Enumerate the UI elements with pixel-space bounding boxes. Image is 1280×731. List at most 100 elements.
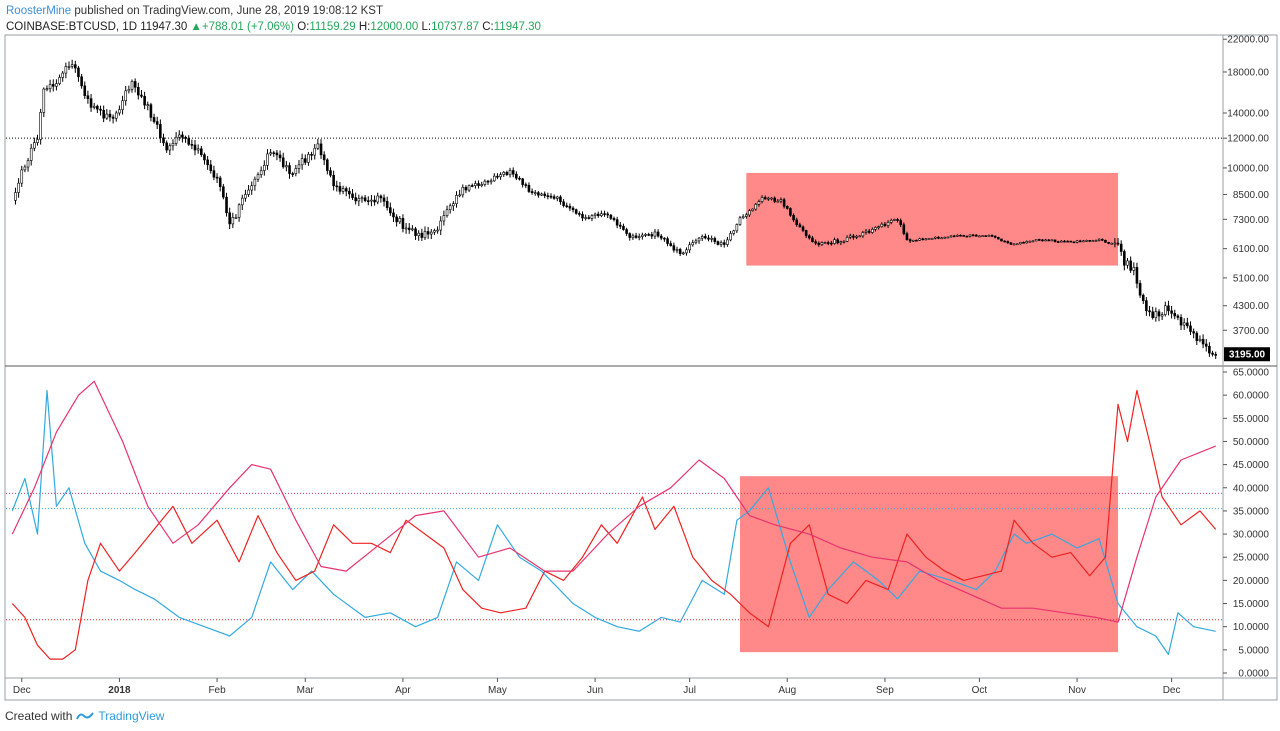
time-tick-label: Apr [395,685,411,696]
candle-up [70,64,74,67]
candle-up [533,192,537,194]
candle-down [1204,343,1208,347]
price-tick-label: 12000.00 [1227,134,1269,145]
candle-up [1097,238,1101,241]
time-tick-label: Nov [1068,685,1086,696]
candle-up [118,109,121,114]
candle-up [45,88,49,90]
candle-down [650,234,654,237]
candle-down [1107,242,1110,244]
candle-up [307,154,310,163]
candle-up [341,188,345,192]
footer: Created with TradingView [5,709,164,723]
candle-up [949,235,953,238]
candle-down [505,172,509,176]
price-pane[interactable]: 22000.00 18000.00 14000.00 12000.00 10000.00… [6,35,1270,362]
candle-down [619,224,622,227]
osc-highlight-box [740,476,1119,653]
candle-down [162,137,165,144]
price-tick-label: 5100.00 [1233,273,1270,284]
price-tick-label: 8500.00 [1233,190,1270,201]
candle-down [915,239,918,242]
open-value: 11159.29 [309,21,356,33]
candle-up [67,66,71,68]
candle-down [647,234,650,236]
low-value: 10737.87 [431,21,480,33]
candle-up [502,172,506,175]
candle-up [429,231,433,235]
chart-border [4,34,1278,701]
candle-up [452,203,455,207]
candle-up [864,230,868,233]
high-label: H: [358,21,371,33]
price-tick-label: 14000.00 [1227,109,1269,120]
candle-up [33,142,36,149]
oscillator-pane[interactable]: 65.0000 60.0000 55.0000 50.0000 45.0000 40.00… [6,368,1269,680]
candle-up [1154,311,1158,318]
candle-up [848,235,852,238]
candle-up [23,166,27,171]
candle-down [1047,239,1051,242]
price-tick-label: 7300.00 [1233,215,1270,226]
candle-down [634,235,638,238]
candle-up [124,90,128,102]
candle-down [537,192,540,196]
candle-down [407,227,411,230]
candle-down [993,235,997,238]
time-tick-label: Oct [972,685,988,696]
candle-up [42,88,46,113]
author-link[interactable]: RoosterMine [6,5,72,17]
candle-down [401,217,405,229]
candle-up [448,205,452,210]
candle-up [858,235,862,238]
candle-up [483,180,487,185]
candle-down [86,95,90,99]
price-tick-label: 22000.00 [1227,35,1269,46]
osc-tick-label: 55.0000 [1233,414,1270,425]
osc-tick-label: 15.0000 [1233,599,1270,610]
candle-down [937,236,940,239]
candle-up [685,249,688,254]
candle-up [694,240,698,243]
candle-up [779,199,783,202]
time-tick-label: Jun [587,685,603,696]
osc-tick-label: 65.0000 [1233,368,1270,379]
candle-up [492,175,496,182]
candle-up [105,113,109,119]
candle-up [1110,242,1114,245]
candle-down [773,197,776,202]
candle-up [1044,239,1047,242]
candle-down [552,196,556,199]
candle-up [738,217,742,225]
tradingview-brand-link[interactable]: TradingView [98,709,165,723]
candle-up [250,185,254,191]
candle-down [1145,300,1148,312]
chart-canvas[interactable]: 22000.00 18000.00 14000.00 12000.00 10000.00… [0,0,1280,705]
candle-down [51,84,55,87]
candle-down [338,186,342,192]
candle-down [974,234,978,237]
candle-down [574,209,578,214]
candle-up [234,217,238,219]
candle-up [833,239,836,244]
candle-up [269,152,272,155]
osc-tick-label: 35.0000 [1233,506,1270,517]
candle-down [329,170,332,176]
candle-up [423,231,427,238]
candle-down [149,104,153,118]
candle-up [924,238,928,241]
candle-down [659,235,663,239]
candle-down [603,213,606,215]
candle-down [200,148,203,155]
candle-up [754,204,758,210]
candle-down [322,154,326,161]
candle-up [297,164,301,169]
candle-down [804,230,808,237]
candle-down [392,212,395,218]
series-line-pink [11,380,1216,623]
osc-tick-label: 30.0000 [1233,530,1270,541]
candle-down [344,188,348,192]
time-axis[interactable]: Dec 2018 Feb Mar Apr May Jun Jul Aug Sep Oct Nov Dec [13,678,1181,696]
candle-up [641,234,644,237]
candle-up [631,235,635,238]
